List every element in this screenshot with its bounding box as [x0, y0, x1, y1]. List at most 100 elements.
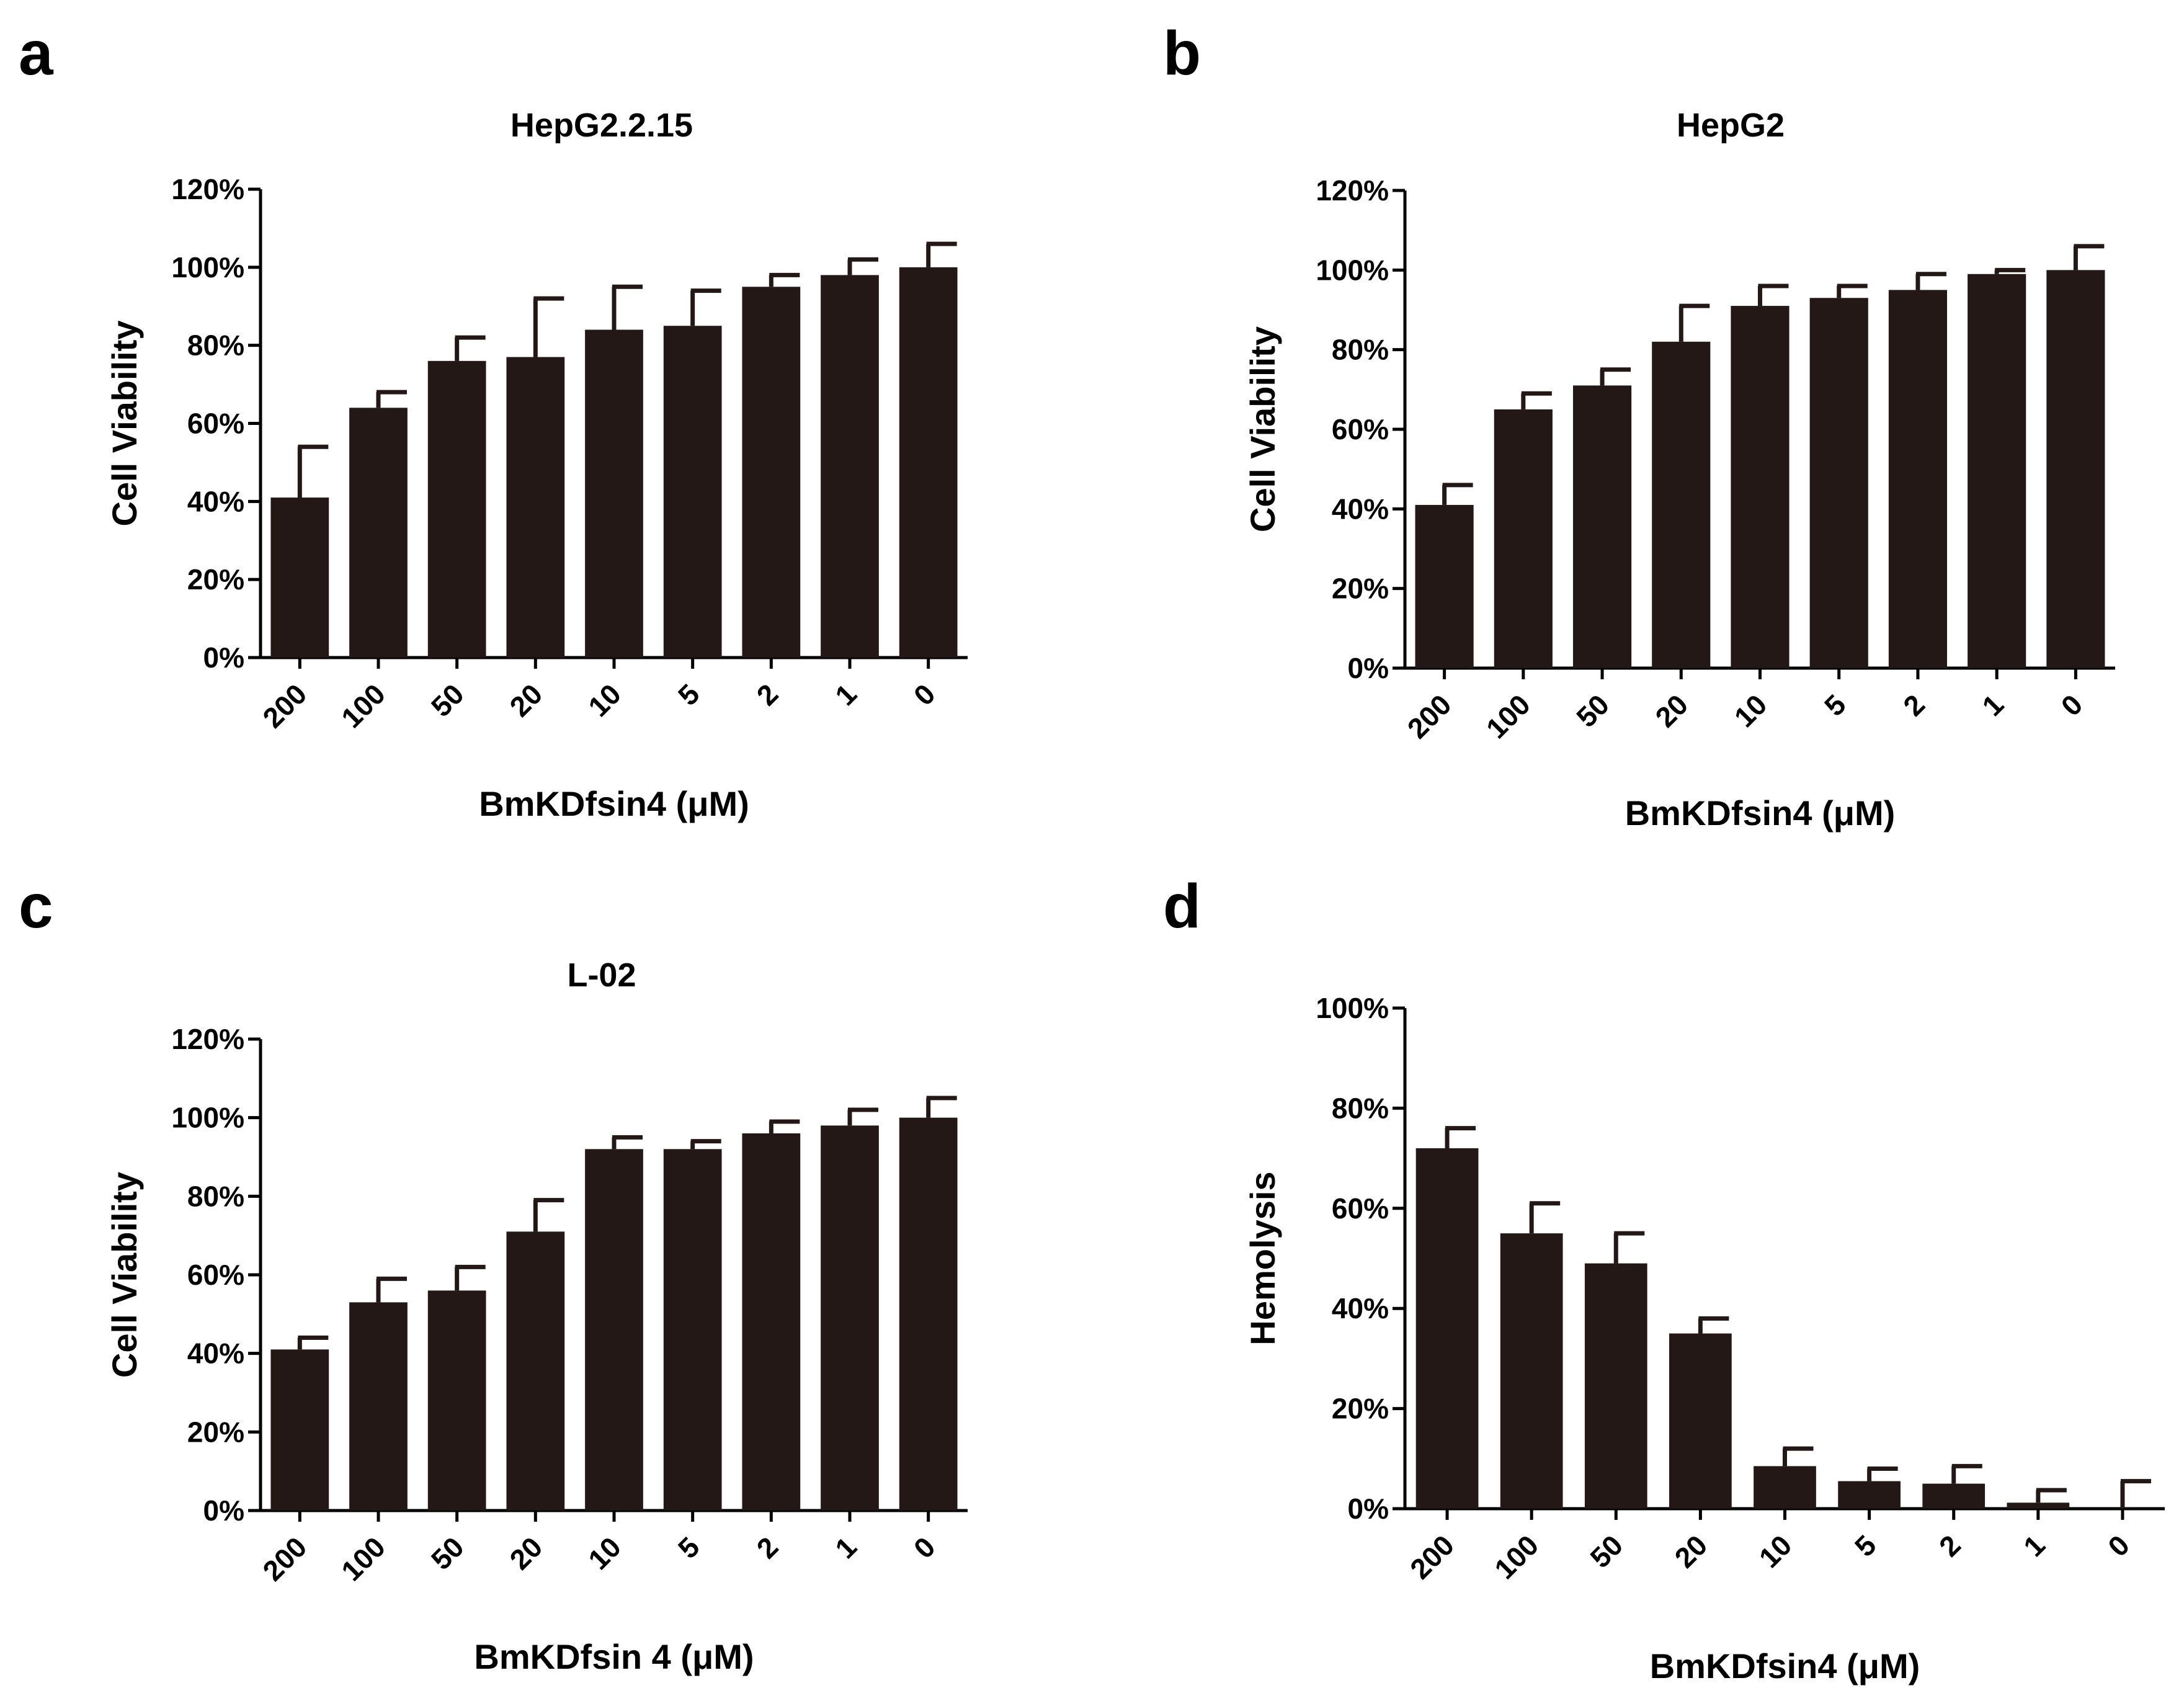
y-tick-label: 40%: [187, 1337, 244, 1370]
x-tick-label: 200: [1404, 1529, 1460, 1585]
x-tick-label: 20: [503, 1530, 548, 1576]
y-tick-label: 60%: [187, 408, 244, 440]
y-tick-label: 80%: [1332, 334, 1389, 366]
x-tick-label: 2: [751, 677, 785, 712]
bar: [1754, 1466, 1816, 1509]
panel-letter: c: [19, 872, 53, 941]
bar: [742, 1133, 801, 1511]
x-axis-label: BmKDfsin 4 (μM): [474, 1637, 754, 1676]
chart-title: HepG2.2.15: [510, 107, 693, 144]
bar: [742, 287, 801, 658]
bar: [1572, 385, 1632, 668]
y-tick-label: 40%: [187, 485, 244, 517]
y-tick-label: 100%: [1316, 992, 1389, 1024]
y-tick-label: 0%: [1348, 652, 1389, 684]
x-axis-label: BmKDfsin4 (μM): [1650, 1646, 1920, 1685]
bar: [1922, 1483, 1986, 1509]
x-tick-label: 100: [1480, 688, 1536, 744]
bar: [899, 267, 958, 658]
bar: [1809, 298, 1868, 668]
y-tick-label: 0%: [203, 1494, 244, 1527]
x-tick-label: 200: [1401, 688, 1458, 744]
x-tick-label: 10: [1728, 688, 1773, 733]
y-tick-label: 120%: [171, 173, 244, 205]
bar: [1652, 341, 1711, 668]
y-tick-label: 80%: [187, 329, 244, 362]
y-axis-label: Hemolysis: [1243, 1171, 1282, 1345]
y-tick-label: 0%: [1348, 1493, 1389, 1525]
chart-panel-c: c L-02 0% 20% 40% 60% 80% 100% 120% Cell Viabilit…: [19, 872, 968, 1676]
x-tick-label: 50: [425, 677, 470, 723]
x-tick-label: 1: [2017, 1529, 2051, 1563]
x-tick-label: 10: [582, 1530, 627, 1576]
y-tick-label: 60%: [1332, 413, 1389, 445]
y-tick-label: 100%: [171, 1102, 244, 1134]
x-tick-label: 0: [907, 677, 942, 712]
x-tick-label: 100: [335, 1530, 391, 1587]
x-tick-label: 1: [1976, 688, 2010, 722]
y-tick-label: 80%: [1332, 1092, 1389, 1124]
bar: [506, 357, 565, 658]
x-tick-label: 10: [1753, 1529, 1798, 1574]
x-tick-label: 1: [829, 1530, 863, 1565]
x-tick-label: 200: [256, 677, 313, 734]
x-tick-label: 2: [1933, 1529, 1967, 1563]
bar: [1968, 274, 2026, 668]
bar: [427, 1290, 486, 1511]
chart-title: HepG2: [1677, 107, 1785, 144]
y-tick-label: 20%: [1332, 1393, 1389, 1425]
bar: [663, 1149, 722, 1511]
bar: [1415, 504, 1474, 668]
panel-letter: a: [19, 19, 54, 88]
x-tick-label: 5: [672, 1530, 706, 1565]
x-tick-label: 20: [503, 677, 548, 723]
x-tick-label: 10: [582, 677, 627, 723]
bar: [663, 326, 722, 658]
y-axis-label: Cell Viability: [105, 1172, 144, 1378]
chart-panel-b: b HepG2 0% 20% 40% 60% 80% 100% 120% Cell Viabili…: [1163, 19, 2115, 833]
bar: [2046, 270, 2105, 668]
x-tick-label: 0: [2055, 688, 2089, 722]
x-tick-label: 1: [829, 677, 863, 712]
bar: [1669, 1333, 1732, 1509]
x-tick-label: 0: [907, 1530, 942, 1565]
bar: [821, 1125, 879, 1511]
y-tick-label: 20%: [1332, 573, 1389, 605]
y-tick-label: 40%: [1332, 1292, 1389, 1324]
x-tick-label: 50: [1570, 688, 1615, 733]
y-tick-label: 40%: [1332, 493, 1389, 525]
x-tick-label: 100: [1488, 1529, 1544, 1585]
y-tick-label: 80%: [187, 1180, 244, 1212]
bar: [899, 1117, 958, 1511]
bar: [1500, 1233, 1563, 1509]
bar: [1731, 306, 1790, 668]
x-tick-label: 0: [2102, 1529, 2136, 1563]
x-tick-label: 50: [1584, 1529, 1629, 1574]
panel-letter: b: [1163, 19, 1201, 88]
x-tick-label: 2: [1897, 688, 1931, 722]
chart-title: L-02: [567, 957, 636, 994]
bar: [1838, 1481, 1901, 1509]
bar: [427, 360, 486, 658]
y-axis-label: Cell Viability: [105, 321, 144, 527]
bar: [1494, 409, 1553, 668]
x-tick-label: 2: [751, 1530, 785, 1565]
x-tick-label: 5: [672, 677, 706, 712]
y-tick-label: 20%: [187, 1416, 244, 1448]
y-tick-label: 100%: [1316, 254, 1389, 286]
x-tick-label: 20: [1669, 1529, 1714, 1574]
x-tick-label: 50: [425, 1530, 470, 1576]
y-tick-label: 60%: [1332, 1192, 1389, 1225]
chart-panel-a: a HepG2.2.15 0% 20% 40% 60% 80% 100% 120% Cell Vi…: [19, 19, 968, 823]
bar: [1415, 1148, 1479, 1509]
bar: [585, 329, 643, 658]
y-tick-label: 120%: [171, 1023, 244, 1055]
bar: [1584, 1263, 1647, 1509]
y-tick-label: 20%: [187, 563, 244, 596]
y-tick-label: 120%: [1316, 174, 1389, 207]
bar: [585, 1149, 643, 1511]
bar: [270, 498, 329, 658]
x-tick-label: 100: [335, 677, 391, 734]
